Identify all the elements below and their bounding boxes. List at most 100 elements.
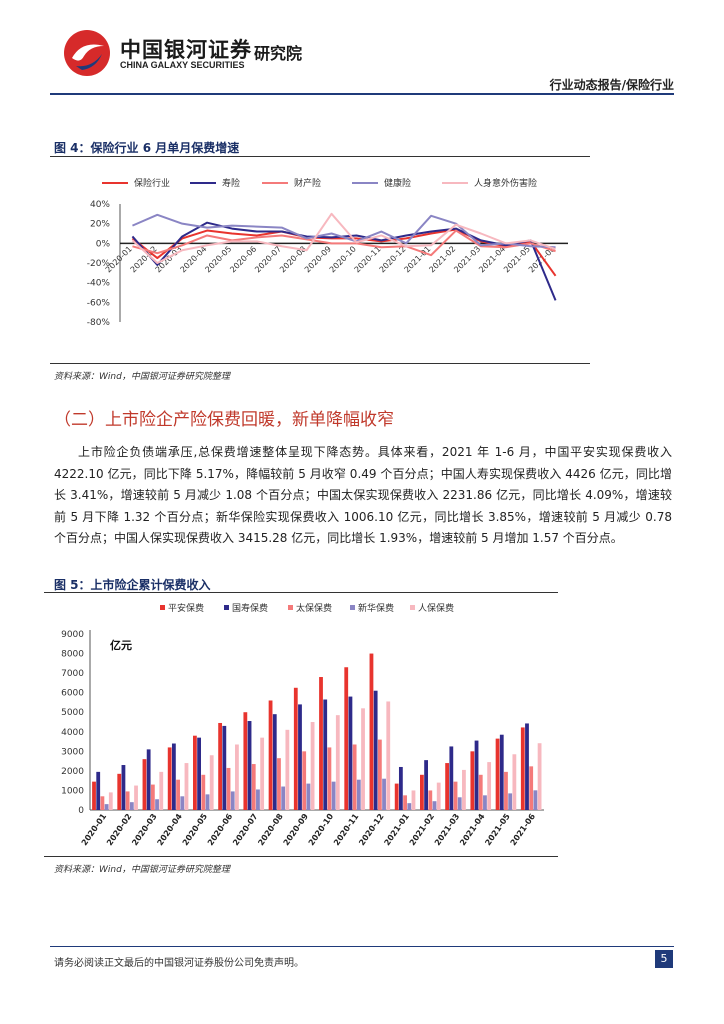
figure5-title: 图 5：上市险企累计保费收入 (54, 578, 211, 592)
bar-0 (243, 712, 248, 810)
bar-4 (285, 729, 290, 810)
bar-2 (504, 771, 508, 810)
bar-0 (319, 677, 323, 810)
series-line-4 (131, 212, 556, 264)
bar-0 (92, 781, 96, 810)
legend-label-1: 寿险 (222, 177, 240, 189)
bar-2 (302, 751, 307, 810)
bar-3 (256, 789, 260, 810)
bar-1 (272, 714, 277, 810)
bar-0 (142, 759, 147, 810)
bar-0 (218, 722, 223, 810)
bar-2 (453, 781, 458, 810)
figure5-source: 资料来源：Wind，中国银河证券研究院整理 (54, 865, 230, 875)
y-tick-label: 6000 (61, 689, 84, 699)
bar-3 (180, 796, 185, 810)
figure4-title: 图 4：保险行业 6 月单月保费增速 (54, 141, 240, 155)
bar-4 (462, 769, 466, 810)
figure4-line-chart: 保险行业 寿险 财产险 健康险 人身意外伤害险 40% 20% 0% -20% -40% -60% -… (87, 177, 568, 328)
y-tick-label: 40% (90, 200, 110, 210)
series-line-2 (132, 229, 556, 257)
bar-1 (398, 766, 403, 810)
bar-4 (436, 782, 441, 810)
bar-3 (382, 778, 386, 810)
bar-4 (386, 701, 391, 810)
legend-label-0: 保险行业 (134, 177, 170, 189)
bar-2 (226, 767, 231, 810)
bar-4 (235, 744, 239, 810)
bar-4 (512, 754, 517, 810)
footer-disclaimer: 请务必阅读正文最后的中国银河证券股份公司免责声明。 (54, 958, 304, 969)
bar-4 (209, 755, 214, 810)
bar-1 (298, 704, 302, 810)
unit-label: 亿元 (110, 638, 132, 652)
header-divider (50, 93, 674, 95)
bar-3 (356, 779, 361, 810)
bar-3 (230, 791, 235, 810)
bar-1 (96, 771, 101, 810)
bar-4 (487, 762, 492, 810)
bar-2 (251, 764, 256, 810)
section-paragraph: 上市险企负债端承压,总保费增速整体呈现下降态势。具体来看，2021 年 1-6 … (54, 445, 672, 545)
y-tick-label: -40% (87, 279, 111, 289)
bar-0 (520, 727, 525, 810)
bar-1 (348, 696, 353, 810)
x-tick-label: 2021-06 (509, 812, 538, 848)
bar-1 (222, 725, 227, 810)
bar-3 (457, 797, 462, 810)
bar-0 (369, 653, 374, 810)
footer-divider (50, 946, 674, 947)
bar-3 (483, 795, 487, 810)
y-tick-label: 1000 (61, 786, 84, 796)
bar-2 (377, 739, 382, 810)
y-tick-label: 3000 (61, 747, 84, 757)
legend-label-0: 平安保费 (168, 602, 204, 614)
legend-swatch-3 (350, 605, 355, 610)
bar-1 (171, 743, 176, 810)
bar-0 (268, 700, 273, 810)
bar-0 (167, 747, 172, 810)
bar-0 (495, 738, 500, 810)
brand-name-cn: 中国银河证券 (120, 38, 252, 62)
figure4-source: 资料来源：Wind，中国银河证券研究院整理 (54, 372, 230, 382)
report-type: 行业动态报告/保险行业 (549, 78, 674, 92)
section-title: （二）上市险企产险保费回暖，新单降幅收窄 (54, 410, 394, 430)
bar-1 (323, 699, 328, 810)
figure5-bottom-rule (44, 856, 558, 857)
bar-3 (331, 781, 336, 810)
y-tick-label: 0 (78, 806, 84, 816)
bar-2 (125, 791, 130, 810)
galaxy-logo (64, 30, 110, 76)
legend-swatch-4 (410, 605, 415, 610)
bar-1 (247, 721, 252, 810)
bar-3 (432, 801, 437, 810)
legend-swatch-1 (224, 605, 229, 610)
y-tick-label: 4000 (61, 728, 84, 738)
legend-label-2: 太保保费 (296, 602, 332, 614)
bar-2 (529, 766, 534, 810)
bar-3 (508, 793, 513, 810)
bar-0 (470, 751, 475, 810)
bar-2 (352, 744, 357, 810)
series-line-3 (132, 213, 556, 249)
bar-4 (411, 790, 416, 810)
bar-1 (525, 723, 529, 810)
brand-institute: 研究院 (254, 44, 303, 63)
bar-3 (533, 790, 538, 810)
legend-label-3: 健康险 (384, 177, 411, 189)
bar-2 (277, 758, 281, 810)
bar-0 (193, 735, 197, 810)
y-tick-label: 20% (90, 220, 110, 230)
bar-1 (373, 690, 378, 810)
legend-swatch-0 (160, 605, 165, 610)
legend-swatch-2 (288, 605, 293, 610)
legend-label-1: 国寿保费 (232, 602, 268, 614)
bar-2 (201, 774, 206, 810)
bar-4 (260, 737, 265, 810)
bar-2 (428, 790, 433, 810)
legend-label-4: 人保保费 (418, 602, 454, 614)
y-tick-label: 9000 (61, 630, 84, 640)
bar-0 (394, 783, 399, 810)
bar-1 (499, 734, 504, 810)
y-tick-label: 8000 (61, 650, 84, 660)
